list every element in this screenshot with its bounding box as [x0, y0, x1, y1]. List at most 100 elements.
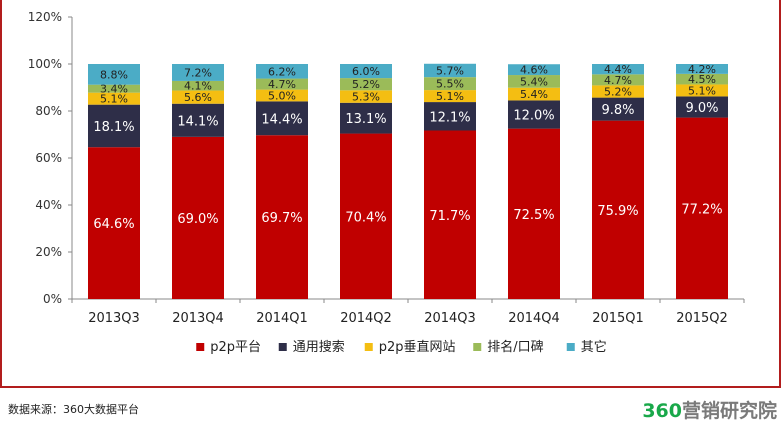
bar-value-label: 9.8%	[601, 103, 634, 118]
bar-segment	[592, 74, 644, 86]
legend-label: 排名/口碑	[487, 339, 543, 355]
bar-segment	[508, 128, 560, 299]
bar-value-label: 70.4%	[345, 210, 386, 225]
bar-segment	[340, 64, 392, 79]
bar-segment	[256, 89, 308, 102]
bar-value-label: 5.1%	[100, 93, 128, 106]
bar-segment	[508, 87, 560, 101]
bar-value-label: 5.6%	[184, 91, 212, 104]
legend-swatch	[196, 343, 205, 351]
bar-value-label: 71.7%	[429, 209, 470, 224]
x-tick-label: 2014Q4	[508, 311, 560, 326]
legend-swatch	[364, 343, 373, 351]
x-tick-label: 2015Q2	[676, 311, 728, 326]
bar-segment	[340, 78, 392, 91]
bar-segment	[340, 133, 392, 299]
y-tick-label: 80%	[35, 104, 62, 118]
bar-value-label: 4.7%	[268, 78, 296, 91]
bar-value-label: 72.5%	[513, 208, 554, 223]
bar-segment	[172, 80, 224, 91]
bar-segment	[88, 147, 140, 299]
bar-value-label: 18.1%	[93, 120, 134, 135]
bar-value-label: 4.6%	[520, 64, 548, 77]
bar-segment	[340, 102, 392, 134]
brand-text: 营销研究院	[681, 400, 777, 422]
bar-value-label: 69.7%	[261, 211, 302, 226]
bar-segment	[88, 64, 140, 85]
y-tick-label: 120%	[28, 10, 62, 24]
bar-segment	[340, 90, 392, 103]
bar-value-label: 5.1%	[436, 90, 464, 103]
stacked-bar-chart: 0%20%40%60%80%100%120%64.6%18.1%5.1%3.4%…	[28, 10, 745, 355]
bar-segment	[172, 103, 224, 137]
bar-segment	[424, 63, 476, 78]
bar-value-label: 69.0%	[177, 212, 218, 227]
bar-segment	[508, 100, 560, 129]
bar-segment	[508, 75, 560, 88]
bar-value-label: 5.1%	[688, 84, 716, 97]
bar-value-label: 77.2%	[681, 202, 722, 217]
brand-number: 360	[642, 400, 682, 422]
legend-swatch	[566, 343, 575, 351]
bar-segment	[172, 64, 224, 81]
bar-value-label: 4.4%	[604, 63, 632, 76]
bar-value-label: 14.1%	[177, 114, 218, 129]
bar-segment	[592, 120, 644, 299]
brand-logo: 360营销研究院	[642, 396, 777, 423]
bar-segment	[676, 73, 728, 85]
bar-value-label: 5.4%	[520, 75, 548, 88]
bar-value-label: 5.4%	[520, 88, 548, 101]
legend-label: 通用搜索	[293, 340, 345, 355]
bar-value-label: 5.7%	[436, 64, 464, 77]
bar-segment	[256, 78, 308, 90]
x-tick-label: 2013Q3	[88, 311, 140, 326]
y-tick-label: 100%	[28, 57, 62, 71]
bar-segment	[676, 96, 728, 118]
bar-segment	[592, 64, 644, 75]
bar-value-label: 7.2%	[184, 66, 212, 79]
bar-segment	[508, 64, 560, 76]
bar-value-label: 5.2%	[352, 78, 380, 91]
bar-value-label: 4.5%	[688, 73, 716, 86]
bar-segment	[88, 104, 140, 148]
bar-segment	[256, 64, 308, 79]
legend-swatch	[278, 343, 287, 351]
x-tick-label: 2013Q4	[172, 311, 224, 326]
bar-value-label: 4.1%	[184, 80, 212, 93]
bar-value-label: 5.2%	[604, 85, 632, 98]
x-tick-label: 2015Q1	[592, 311, 644, 326]
bar-value-label: 64.6%	[93, 217, 134, 232]
bar-segment	[256, 101, 308, 136]
y-tick-label: 40%	[35, 198, 62, 212]
bar-value-label: 4.2%	[688, 63, 716, 76]
data-source-note: 数据来源：360大数据平台	[8, 403, 139, 416]
legend-swatch	[473, 343, 482, 351]
bar-value-label: 9.0%	[685, 101, 718, 116]
x-tick-label: 2014Q3	[424, 311, 476, 326]
bar-segment	[424, 102, 476, 131]
bar-segment	[676, 64, 728, 74]
bar-segment	[424, 130, 476, 299]
bar-value-label: 6.2%	[268, 65, 296, 78]
bar-value-label: 13.1%	[345, 112, 386, 127]
bar-value-label: 5.3%	[352, 91, 380, 104]
bar-segment	[424, 90, 476, 103]
bar-segment	[424, 77, 476, 91]
bar-value-label: 75.9%	[597, 204, 638, 219]
bar-segment	[172, 90, 224, 104]
bar-value-label: 14.4%	[261, 112, 302, 127]
bar-value-label: 5.0%	[268, 89, 296, 102]
chart-frame	[0, 0, 781, 388]
bar-value-label: 8.8%	[100, 68, 128, 81]
bar-segment	[676, 117, 728, 299]
y-tick-label: 0%	[43, 292, 62, 306]
x-tick-label: 2014Q2	[340, 311, 392, 326]
y-tick-label: 60%	[35, 151, 62, 165]
bar-value-label: 5.5%	[436, 78, 464, 91]
legend-label: 其它	[581, 339, 607, 355]
y-tick-label: 20%	[35, 245, 62, 259]
bar-value-label: 12.0%	[513, 109, 554, 124]
legend-label: p2p平台	[210, 340, 261, 355]
bar-segment	[256, 135, 308, 299]
bar-segment	[676, 84, 728, 97]
